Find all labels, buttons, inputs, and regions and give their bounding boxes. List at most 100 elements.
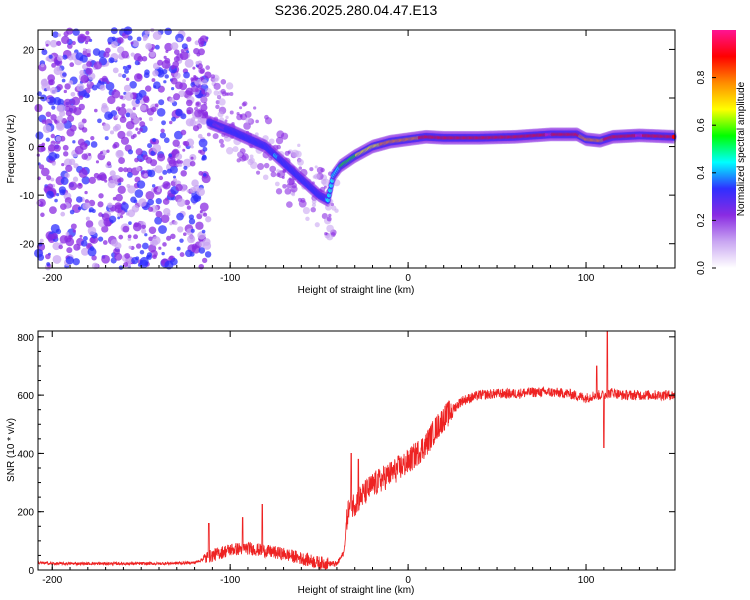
spectrogram-noise-point bbox=[245, 130, 250, 135]
spectrogram-noise-point bbox=[66, 27, 74, 35]
spectrogram-noise-point bbox=[101, 102, 108, 109]
spectrogram-noise-point bbox=[198, 247, 206, 254]
spectrogram-noise-point bbox=[309, 167, 314, 172]
spectrogram-noise-point bbox=[270, 171, 277, 178]
spectrogram-noise-point bbox=[220, 79, 227, 85]
spectrogram-noise-point bbox=[163, 80, 167, 84]
spectrogram-noise-point bbox=[195, 60, 200, 65]
spectrogram-noise-point bbox=[50, 133, 56, 139]
spectrogram-noise-point bbox=[52, 242, 61, 251]
spectrogram-noise-point bbox=[132, 40, 140, 48]
spectrogram-noise-point bbox=[203, 212, 208, 217]
spectrogram-noise-point bbox=[179, 252, 185, 258]
spectrogram-noise-point bbox=[90, 141, 98, 148]
spectrogram-noise-point bbox=[103, 51, 110, 58]
spectrogram-noise-point bbox=[45, 253, 51, 260]
spectrogram-noise-point bbox=[125, 121, 135, 130]
spectrogram-noise-point bbox=[126, 212, 130, 216]
spectrogram-noise-point bbox=[97, 80, 102, 84]
spectrogram-noise-point bbox=[47, 144, 56, 152]
spectrogram-noise-point bbox=[198, 149, 202, 154]
spectrogram-noise-point bbox=[53, 119, 58, 123]
spectrogram-noise-point bbox=[136, 36, 142, 42]
spectrogram-noise-point bbox=[101, 254, 110, 264]
spectrogram-noise-point bbox=[249, 144, 253, 149]
spectrogram-noise-point bbox=[297, 158, 304, 166]
spectrogram-noise-point bbox=[53, 66, 62, 76]
spectrogram-noise-point bbox=[50, 177, 55, 182]
colorbar-label: Normalized spectral amplitude bbox=[736, 81, 747, 216]
spectrogram-noise-point bbox=[169, 221, 173, 226]
spectrogram-noise-point bbox=[51, 232, 59, 240]
spectrogram-noise-point bbox=[63, 89, 67, 94]
spectrogram-noise-point bbox=[100, 149, 107, 156]
spectrogram-noise-point bbox=[225, 115, 229, 120]
spectrogram-noise-point bbox=[189, 187, 197, 194]
spectrogram-noise-point bbox=[38, 242, 43, 247]
spectrogram-noise-point bbox=[101, 225, 109, 233]
spectrogram-noise-point bbox=[199, 202, 209, 212]
spectrogram-noise-point bbox=[52, 31, 59, 38]
spectrogram-noise-point bbox=[85, 216, 90, 221]
spectrogram-noise-point bbox=[118, 73, 123, 78]
spectrogram-noise-point bbox=[282, 168, 287, 173]
spectrogram-noise-point bbox=[176, 198, 186, 207]
spectrogram-noise-point bbox=[173, 49, 180, 55]
spectrogram-noise-point bbox=[247, 158, 254, 166]
snr-series-line bbox=[37, 330, 676, 570]
spectrogram-noise-point bbox=[186, 36, 192, 42]
spectrogram-noise-point bbox=[50, 86, 58, 95]
spectrogram-noise-point bbox=[268, 138, 275, 145]
spectrogram-noise-point bbox=[91, 255, 97, 261]
spectrogram-noise-point bbox=[225, 92, 229, 96]
spectrogram-noise-point bbox=[134, 60, 140, 66]
spectrogram-noise-point bbox=[141, 228, 147, 234]
spectrogram-noise-point bbox=[84, 199, 90, 204]
spectrogram-noise-point bbox=[166, 235, 172, 241]
spectrogram-noise-point bbox=[127, 234, 132, 239]
snr-panel: -200 -100 0 100 0 200 400 600 800 Height of stra… bbox=[6, 330, 676, 596]
spectrogram-noise-point bbox=[104, 179, 108, 183]
spectrogram-noise-point bbox=[198, 263, 205, 270]
spectrogram-noise-point bbox=[123, 26, 133, 35]
spectrogram-noise-point bbox=[93, 61, 102, 70]
spectrogram-noise-point bbox=[46, 86, 51, 91]
spectrogram-noise-point bbox=[179, 51, 189, 61]
spectrogram-noise-point bbox=[62, 54, 68, 60]
spectrogram-noise-point bbox=[188, 218, 196, 225]
spectrogram-noise-point bbox=[239, 106, 243, 110]
spectrogram-noise-point bbox=[206, 132, 211, 137]
spectrogram-noise-point bbox=[190, 77, 195, 81]
spectrogram-noise-point bbox=[161, 251, 165, 256]
spectrogram-noise-point bbox=[213, 82, 221, 90]
spectrogram-noise-point bbox=[334, 208, 339, 213]
spectrogram-noise-point bbox=[117, 178, 122, 183]
spectrogram-noise-point bbox=[158, 175, 164, 181]
spectrogram-noise-point bbox=[187, 235, 196, 244]
spectrogram-noise-point bbox=[323, 185, 327, 189]
spectrogram-noise-point bbox=[68, 234, 73, 240]
spectrogram-noise-point bbox=[312, 196, 318, 202]
spectrogram-noise-point bbox=[262, 135, 269, 142]
spectrogram-noise-point bbox=[67, 115, 75, 123]
spectrogram-noise-point bbox=[58, 244, 63, 250]
spectrogram-noise-point bbox=[61, 35, 70, 45]
spectrogram-noise-point bbox=[275, 136, 284, 145]
spectrogram-noise-point bbox=[62, 72, 67, 77]
spectrogram-noise-point bbox=[161, 260, 166, 264]
spectrogram-noise-point bbox=[137, 130, 141, 135]
spectrogram-noise-point bbox=[156, 107, 166, 117]
spectrogram-noise-point bbox=[49, 39, 58, 48]
spectrogram-noise-point bbox=[284, 150, 290, 156]
spectrogram-noise-point bbox=[39, 238, 44, 243]
spectrogram-noise-point bbox=[149, 51, 156, 58]
spectrogram-noise-point bbox=[162, 242, 167, 247]
spectrogram-noise-point bbox=[253, 106, 257, 110]
spectrogram-noise-point bbox=[76, 83, 85, 92]
spectrogram-noise-point bbox=[311, 181, 315, 185]
spectrogram-noise-point bbox=[111, 89, 121, 99]
spectrogram-noise-point bbox=[112, 67, 119, 74]
spectrogram-noise-point bbox=[41, 49, 48, 56]
spectrogram-noise-point bbox=[154, 103, 159, 108]
spectrogram-noise-point bbox=[57, 104, 66, 113]
